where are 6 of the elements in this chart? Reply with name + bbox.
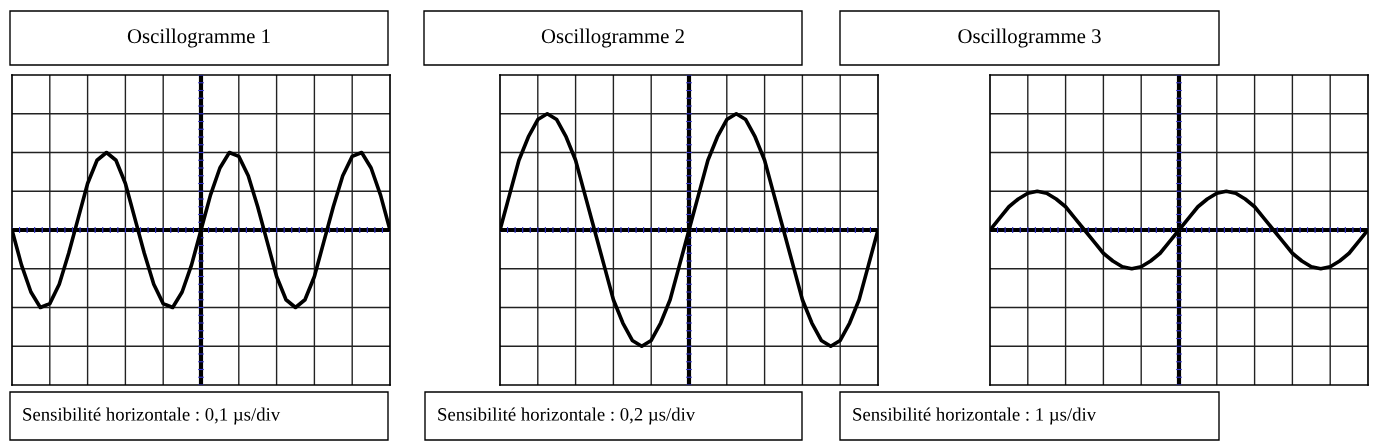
chart-title: Oscillogramme 1 xyxy=(127,28,270,48)
chart-title: Oscillogramme 3 xyxy=(958,28,1101,48)
text: Sensibilité horizontale : 0,2 µs/div xyxy=(438,407,696,425)
text: Sensibilité horizontale : 0,1 µs/div xyxy=(23,407,281,425)
text: Sensibilité horizontale : 1 µs/div xyxy=(853,407,1097,425)
chart-title: Oscillogramme 2 xyxy=(541,28,684,48)
